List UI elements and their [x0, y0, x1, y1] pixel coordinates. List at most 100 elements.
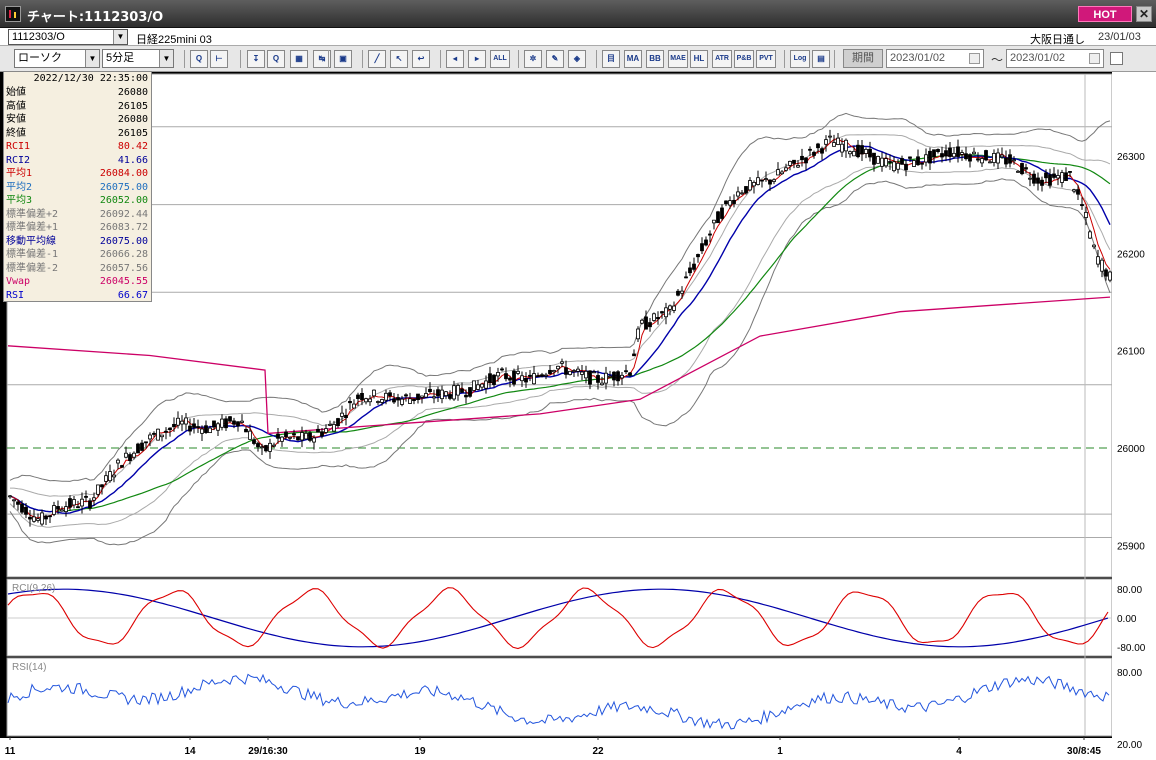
candle-body: [160, 434, 164, 438]
candle-body: [744, 186, 748, 194]
chevron-down-icon[interactable]: ▼: [113, 30, 127, 44]
candle-body: [608, 375, 612, 378]
candle-body: [320, 431, 324, 437]
close-button[interactable]: ✕: [1136, 6, 1152, 22]
ma-button[interactable]: MA: [624, 50, 642, 68]
candle-body: [272, 444, 276, 447]
candle-body: [760, 179, 764, 182]
date-from-field[interactable]: 2023/01/02: [886, 49, 984, 68]
calendar-icon[interactable]: [1089, 53, 1100, 64]
data-row-value: 26092.44: [99, 208, 148, 220]
hot-button[interactable]: HOT: [1078, 6, 1132, 22]
candle-right-button[interactable]: ▸: [468, 50, 486, 68]
candle-body: [908, 156, 912, 159]
chart-type-select[interactable]: ローソク ▼: [14, 49, 100, 68]
rsi-pane-label: RSI(14): [12, 662, 46, 673]
hl-button[interactable]: HL: [690, 50, 708, 68]
candle-body: [1008, 154, 1012, 164]
data-row-value: 26057.56: [99, 262, 148, 274]
tool-button[interactable]: ✎: [546, 50, 564, 68]
candle-body: [364, 398, 368, 403]
time-tick-label: 29/16:30: [248, 746, 288, 757]
date-to-field[interactable]: 2023/01/02: [1006, 49, 1104, 68]
mae-button[interactable]: MAE: [668, 50, 688, 68]
candle-body: [876, 156, 880, 164]
time-tick-label: 22: [592, 746, 604, 757]
candle-body: [836, 137, 840, 145]
export-button[interactable]: ▤: [812, 50, 830, 68]
candle-body: [100, 484, 104, 488]
rci-tick-label: -80.00: [1117, 643, 1146, 654]
data-row: 安値 26080: [6, 113, 148, 127]
candle-body: [480, 383, 484, 388]
timeframe-select[interactable]: 5分足 ▼: [102, 49, 174, 68]
period-button[interactable]: 期間: [843, 49, 883, 68]
cursor-button[interactable]: ⊢: [210, 50, 228, 68]
undo-button[interactable]: ↩: [412, 50, 430, 68]
price-tick-label: 26300: [1117, 152, 1145, 163]
candle-body: [420, 395, 424, 398]
chevron-down-icon[interactable]: ▼: [159, 50, 173, 67]
atr-button[interactable]: ATR: [712, 50, 732, 68]
candle-body: [1076, 189, 1080, 195]
candle-body: [768, 179, 772, 185]
disabled-button[interactable]: ▣: [334, 50, 352, 68]
candle-body: [972, 151, 976, 155]
search-chart-button[interactable]: Q: [267, 50, 285, 68]
rsi-line: [7, 673, 1110, 730]
candle-body: [588, 370, 592, 385]
candle-body: [316, 428, 320, 433]
select-arrow-button[interactable]: ↖: [390, 50, 408, 68]
candle-body: [824, 139, 828, 145]
candle-body: [864, 148, 868, 154]
candle-body: [288, 436, 292, 439]
candle-body: [856, 144, 860, 158]
candle-body: [1104, 269, 1108, 277]
candle-body: [604, 372, 608, 384]
draw-line-button[interactable]: ╱: [368, 50, 386, 68]
rci-tick-label: 0.00: [1117, 614, 1137, 625]
candle-body: [652, 313, 656, 321]
data-row-label: 標準偏差+2: [6, 208, 59, 220]
candle-body: [628, 372, 632, 376]
chevron-down-icon[interactable]: ▼: [85, 50, 99, 67]
color-button[interactable]: ◈: [568, 50, 586, 68]
candle-body: [1080, 204, 1084, 207]
candle-body: [564, 367, 568, 375]
bb-button[interactable]: BB: [646, 50, 664, 68]
candle-body: [664, 307, 668, 318]
candle-body: [904, 163, 908, 171]
log-button[interactable]: Log: [790, 50, 810, 68]
volume-button[interactable]: 目: [602, 50, 620, 68]
compare-button[interactable]: ↧: [247, 50, 265, 68]
all-button[interactable]: ALL: [490, 50, 510, 68]
range-checkbox[interactable]: [1110, 52, 1123, 65]
calendar-icon[interactable]: [969, 53, 980, 64]
zoom-button[interactable]: Q: [190, 50, 208, 68]
candle-body: [416, 393, 420, 400]
data-row-value: 26075.00: [99, 181, 148, 193]
vwap-line: [7, 296, 1111, 435]
pb-button[interactable]: P&B: [734, 50, 754, 68]
candle-body: [572, 370, 576, 372]
candle-left-button[interactable]: ◂: [446, 50, 464, 68]
settings-button[interactable]: ✲: [524, 50, 542, 68]
candle-body: [276, 433, 280, 439]
candle-body: [924, 154, 928, 163]
rsi-tick-label: 80.00: [1117, 668, 1142, 679]
candle-body: [144, 441, 148, 444]
candle-body: [1096, 256, 1100, 265]
chart-add-button[interactable]: ▦: [290, 50, 308, 68]
symbol-code-combo[interactable]: 1112303/O ▼: [8, 29, 128, 45]
candle-body: [928, 150, 932, 164]
price-chart[interactable]: 26300 26200 26100 26000 25900 80.00 0.00 -80.00…: [0, 72, 1156, 760]
candle-body: [240, 420, 244, 423]
candle-body: [356, 394, 360, 399]
order-button[interactable]: ↹: [313, 50, 331, 68]
toolbar: ローソク ▼ 5分足 ▼ Q ⊢ ↧ Q ▦ ↹ ▣ ╱ ↖ ↩ ◂ ▸ ALL ✲ ✎ ◈ 目 MA BB MAE H…: [0, 46, 1156, 72]
time-tick-label: 4: [956, 746, 962, 757]
candle-body: [224, 418, 228, 429]
pvt-button[interactable]: PVT: [756, 50, 776, 68]
data-row-value: 26105: [117, 127, 148, 139]
candle-body: [296, 436, 300, 441]
